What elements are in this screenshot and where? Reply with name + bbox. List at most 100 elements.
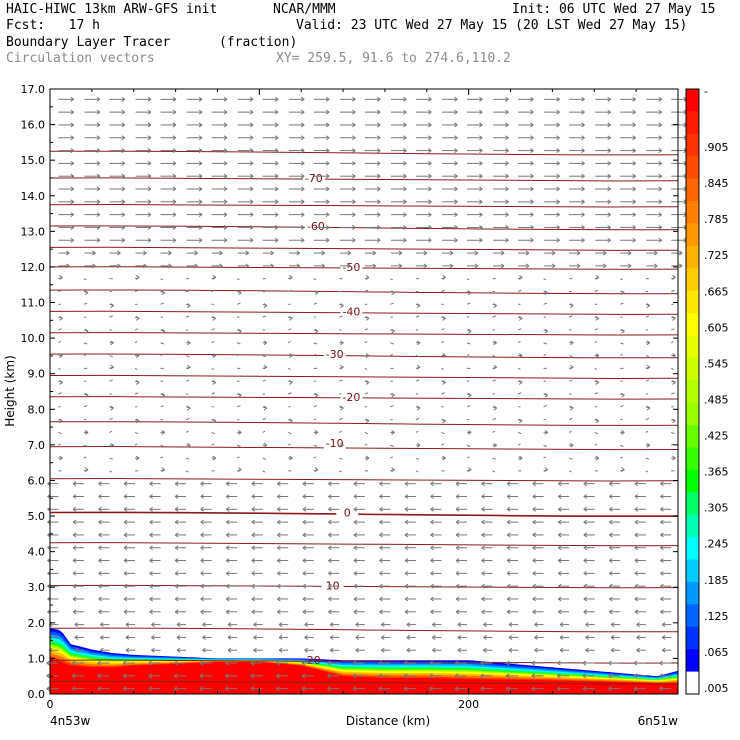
- circulation-vector: [262, 135, 279, 141]
- circulation-vector: [339, 379, 343, 382]
- circulation-vector: [200, 532, 212, 538]
- circulation-vector: [58, 353, 63, 358]
- circulation-vector: [225, 506, 238, 512]
- circulation-vector: [160, 199, 177, 205]
- circulation-vector: [339, 109, 356, 115]
- circulation-vector: [406, 634, 416, 640]
- x-axis-label: Distance (km): [346, 714, 430, 728]
- circulation-vector: [569, 442, 574, 448]
- circulation-vector: [595, 250, 607, 256]
- circulation-vector: [379, 609, 391, 615]
- circulation-vector: [594, 367, 598, 371]
- model-title: HAIC-HIWC 13km ARW-GFS init: [6, 2, 218, 17]
- contour-label: -40: [342, 305, 360, 318]
- circulation-vector: [609, 481, 621, 487]
- circulation-vector: [517, 341, 521, 344]
- circulation-vector: [58, 237, 75, 243]
- circulation-vector: [339, 173, 356, 179]
- circulation-vector: [442, 122, 458, 128]
- circulation-vector: [352, 686, 365, 692]
- circulation-vector: [430, 494, 442, 499]
- circulation-vector: [619, 353, 623, 356]
- circulation-vector: [109, 122, 126, 128]
- circulation-vector: [505, 673, 519, 679]
- circulation-vector: [442, 96, 458, 102]
- circulation-vector: [109, 173, 126, 179]
- circulation-vector: [534, 622, 544, 628]
- circulation-vector: [429, 673, 442, 679]
- circulation-vector: [493, 237, 509, 243]
- circulation-vector: [543, 328, 549, 334]
- circulation-vector: [313, 290, 319, 296]
- circulation-vector: [134, 275, 140, 280]
- circulation-vector: [58, 455, 63, 461]
- circulation-vector: [557, 519, 570, 525]
- circulation-vector: [466, 135, 483, 141]
- circulation-vector: [58, 275, 63, 280]
- circulation-vector: [442, 160, 458, 166]
- circulation-vector: [430, 481, 442, 487]
- circulation-vector: [492, 417, 496, 421]
- circulation-vector: [390, 199, 407, 205]
- circulation-vector: [671, 96, 687, 102]
- circulation-vector: [277, 519, 289, 525]
- circulation-vector: [430, 570, 442, 576]
- contour-label-bg: [336, 506, 359, 519]
- circulation-vector: [645, 405, 651, 411]
- circulation-vector: [660, 583, 672, 589]
- circulation-vector: [404, 596, 416, 602]
- circulation-vector: [661, 647, 672, 653]
- circulation-vector: [364, 250, 377, 256]
- circulation-vector: [466, 225, 483, 230]
- circulation-vector: [455, 609, 467, 615]
- circulation-vector: [262, 470, 266, 473]
- circulation-vector: [454, 686, 467, 692]
- circulation-vector: [508, 647, 519, 653]
- circulation-vector: [442, 250, 454, 256]
- circulation-vector: [225, 494, 238, 499]
- circulation-vector: [532, 570, 544, 576]
- circulation-vector: [211, 263, 223, 269]
- circulation-vector: [109, 303, 114, 308]
- circulation-vector: [225, 596, 238, 602]
- circulation-vector: [328, 506, 340, 512]
- circulation-vector: [660, 545, 672, 551]
- circulation-vector: [442, 225, 458, 230]
- circulation-vector: [620, 342, 624, 345]
- circulation-vector: [47, 481, 59, 487]
- circulation-vector: [74, 634, 84, 640]
- circulation-vector: [339, 225, 356, 230]
- circulation-vector: [532, 596, 544, 602]
- circulation-vector: [237, 109, 254, 115]
- circulation-vector: [58, 392, 62, 395]
- circulation-vector: [288, 455, 293, 461]
- circulation-vector: [202, 622, 212, 628]
- circulation-vector: [287, 367, 291, 371]
- circulation-vector: [211, 328, 216, 331]
- circulation-vector: [109, 225, 126, 230]
- circulation-vector: [353, 519, 365, 525]
- circulation-vector: [430, 506, 442, 512]
- circulation-vector: [432, 634, 442, 640]
- circulation-vector: [481, 558, 493, 563]
- circulation-vector: [302, 609, 314, 615]
- circulation-vector: [225, 609, 238, 615]
- circulation-vector: [481, 545, 493, 551]
- circulation-vector: [199, 686, 212, 692]
- circulation-vector: [174, 609, 187, 615]
- circulation-vector: [160, 328, 165, 334]
- circulation-vector: [288, 392, 292, 395]
- circulation-vector: [327, 660, 340, 666]
- circulation-vector: [83, 405, 88, 408]
- circulation-vector: [160, 430, 165, 435]
- circulation-vector: [237, 186, 254, 192]
- circulation-vector: [364, 237, 381, 243]
- circulation-vector: [544, 186, 560, 192]
- circulation-vector: [466, 263, 479, 269]
- circulation-vector: [176, 647, 187, 653]
- circulation-vector: [518, 109, 534, 115]
- circulation-vector: [415, 250, 428, 256]
- circulation-vector: [517, 443, 521, 446]
- circulation-vector: [328, 532, 340, 538]
- circulation-vector: [493, 186, 509, 192]
